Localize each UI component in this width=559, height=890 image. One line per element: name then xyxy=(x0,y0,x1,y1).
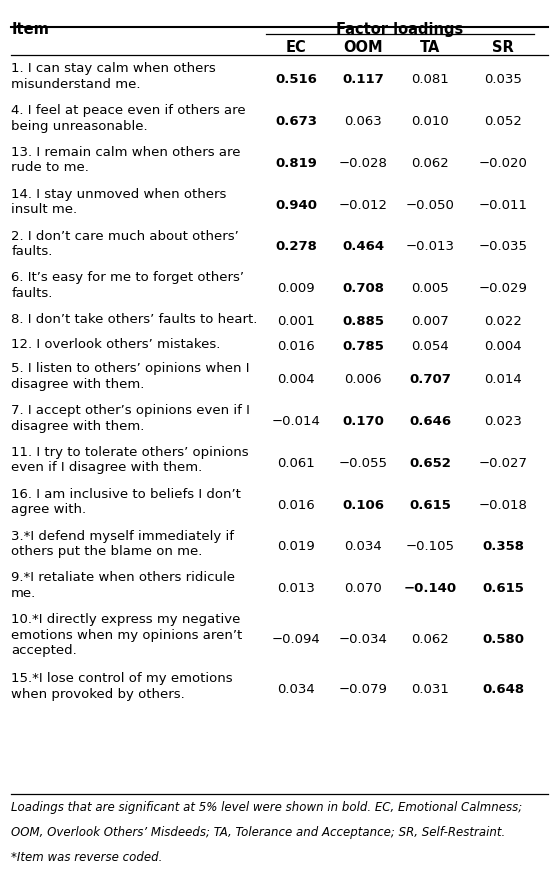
Text: −0.018: −0.018 xyxy=(479,498,528,512)
Text: 0.006: 0.006 xyxy=(344,373,382,386)
Text: 0.062: 0.062 xyxy=(411,633,449,646)
Text: 0.081: 0.081 xyxy=(411,73,449,86)
Text: OOM, Overlook Others’ Misdeeds; TA, Tolerance and Acceptance; SR, Self-Restraint: OOM, Overlook Others’ Misdeeds; TA, Tole… xyxy=(11,826,505,839)
Text: 10.*I directly express my negative
emotions when my opinions aren’t
accepted.: 10.*I directly express my negative emoti… xyxy=(11,613,243,657)
Text: 1. I can stay calm when others
misunderstand me.: 1. I can stay calm when others misunders… xyxy=(11,62,216,91)
Text: −0.105: −0.105 xyxy=(406,540,455,554)
Text: 0.652: 0.652 xyxy=(410,457,451,470)
Text: 0.358: 0.358 xyxy=(482,540,524,554)
Text: 0.062: 0.062 xyxy=(411,157,449,170)
Text: 0.673: 0.673 xyxy=(275,115,318,128)
Text: 3.*I defend myself immediately if
others put the blame on me.: 3.*I defend myself immediately if others… xyxy=(11,530,234,558)
Text: 0.648: 0.648 xyxy=(482,684,524,696)
Text: 13. I remain calm when others are
rude to me.: 13. I remain calm when others are rude t… xyxy=(11,146,241,174)
Text: 16. I am inclusive to beliefs I don’t
agree with.: 16. I am inclusive to beliefs I don’t ag… xyxy=(11,488,241,516)
Text: 0.117: 0.117 xyxy=(343,73,384,86)
Text: 0.016: 0.016 xyxy=(277,340,315,353)
Text: 0.170: 0.170 xyxy=(343,415,384,428)
Text: SR: SR xyxy=(492,40,514,55)
Text: −0.020: −0.020 xyxy=(479,157,528,170)
Text: 0.016: 0.016 xyxy=(277,498,315,512)
Text: −0.079: −0.079 xyxy=(339,684,388,696)
Text: TA: TA xyxy=(420,40,440,55)
Text: −0.011: −0.011 xyxy=(479,198,528,212)
Text: EC: EC xyxy=(286,40,307,55)
Text: 0.516: 0.516 xyxy=(276,73,317,86)
Text: −0.055: −0.055 xyxy=(339,457,388,470)
Text: 0.034: 0.034 xyxy=(344,540,382,554)
Text: 14. I stay unmoved when others
insult me.: 14. I stay unmoved when others insult me… xyxy=(11,188,226,216)
Text: 12. I overlook others’ mistakes.: 12. I overlook others’ mistakes. xyxy=(11,338,221,351)
Text: −0.013: −0.013 xyxy=(406,240,455,254)
Text: 0.014: 0.014 xyxy=(484,373,522,386)
Text: −0.014: −0.014 xyxy=(272,415,321,428)
Text: 0.070: 0.070 xyxy=(344,582,382,595)
Text: −0.029: −0.029 xyxy=(479,282,528,295)
Text: 0.580: 0.580 xyxy=(482,633,524,646)
Text: 0.061: 0.061 xyxy=(277,457,315,470)
Text: −0.027: −0.027 xyxy=(479,457,528,470)
Text: 0.646: 0.646 xyxy=(409,415,452,428)
Text: 0.054: 0.054 xyxy=(411,340,449,353)
Text: 6. It’s easy for me to forget others’
faults.: 6. It’s easy for me to forget others’ fa… xyxy=(11,271,244,300)
Text: 0.278: 0.278 xyxy=(276,240,317,254)
Text: −0.012: −0.012 xyxy=(339,198,388,212)
Text: 5. I listen to others’ opinions when I
disagree with them.: 5. I listen to others’ opinions when I d… xyxy=(11,362,250,391)
Text: 0.106: 0.106 xyxy=(342,498,385,512)
Text: 0.615: 0.615 xyxy=(410,498,451,512)
Text: −0.140: −0.140 xyxy=(404,582,457,595)
Text: 2. I don’t care much about others’
faults.: 2. I don’t care much about others’ fault… xyxy=(11,230,239,258)
Text: 0.013: 0.013 xyxy=(277,582,315,595)
Text: 0.940: 0.940 xyxy=(275,198,318,212)
Text: 0.031: 0.031 xyxy=(411,684,449,696)
Text: 0.004: 0.004 xyxy=(277,373,315,386)
Text: 0.010: 0.010 xyxy=(411,115,449,128)
Text: 0.034: 0.034 xyxy=(277,684,315,696)
Text: −0.035: −0.035 xyxy=(479,240,528,254)
Text: 0.615: 0.615 xyxy=(482,582,524,595)
Text: 15.*I lose control of my emotions
when provoked by others.: 15.*I lose control of my emotions when p… xyxy=(11,673,233,701)
Text: 0.052: 0.052 xyxy=(484,115,522,128)
Text: −0.028: −0.028 xyxy=(339,157,388,170)
Text: 0.005: 0.005 xyxy=(411,282,449,295)
Text: 0.885: 0.885 xyxy=(342,315,385,328)
Text: −0.034: −0.034 xyxy=(339,633,388,646)
Text: 0.007: 0.007 xyxy=(411,315,449,328)
Text: OOM: OOM xyxy=(344,40,383,55)
Text: 0.785: 0.785 xyxy=(343,340,384,353)
Text: 7. I accept other’s opinions even if I
disagree with them.: 7. I accept other’s opinions even if I d… xyxy=(11,404,250,433)
Text: 0.009: 0.009 xyxy=(277,282,315,295)
Text: 0.819: 0.819 xyxy=(276,157,317,170)
Text: 0.035: 0.035 xyxy=(484,73,522,86)
Text: 0.022: 0.022 xyxy=(484,315,522,328)
Text: *Item was reverse coded.: *Item was reverse coded. xyxy=(11,851,163,864)
Text: 8. I don’t take others’ faults to heart.: 8. I don’t take others’ faults to heart. xyxy=(11,313,258,327)
Text: 0.001: 0.001 xyxy=(277,315,315,328)
Text: 11. I try to tolerate others’ opinions
even if I disagree with them.: 11. I try to tolerate others’ opinions e… xyxy=(11,446,249,474)
Text: Item: Item xyxy=(11,22,49,37)
Text: 4. I feel at peace even if others are
being unreasonable.: 4. I feel at peace even if others are be… xyxy=(11,104,246,133)
Text: Loadings that are significant at 5% level were shown in bold. EC, Emotional Calm: Loadings that are significant at 5% leve… xyxy=(11,801,523,814)
Text: −0.050: −0.050 xyxy=(406,198,455,212)
Text: Factor loadings: Factor loadings xyxy=(336,22,463,37)
Text: 0.063: 0.063 xyxy=(344,115,382,128)
Text: 9.*I retaliate when others ridicule
me.: 9.*I retaliate when others ridicule me. xyxy=(11,571,235,600)
Text: 0.708: 0.708 xyxy=(342,282,385,295)
Text: 0.019: 0.019 xyxy=(277,540,315,554)
Text: 0.023: 0.023 xyxy=(484,415,522,428)
Text: 0.004: 0.004 xyxy=(484,340,522,353)
Text: −0.094: −0.094 xyxy=(272,633,321,646)
Text: 0.464: 0.464 xyxy=(342,240,385,254)
Text: 0.707: 0.707 xyxy=(410,373,451,386)
